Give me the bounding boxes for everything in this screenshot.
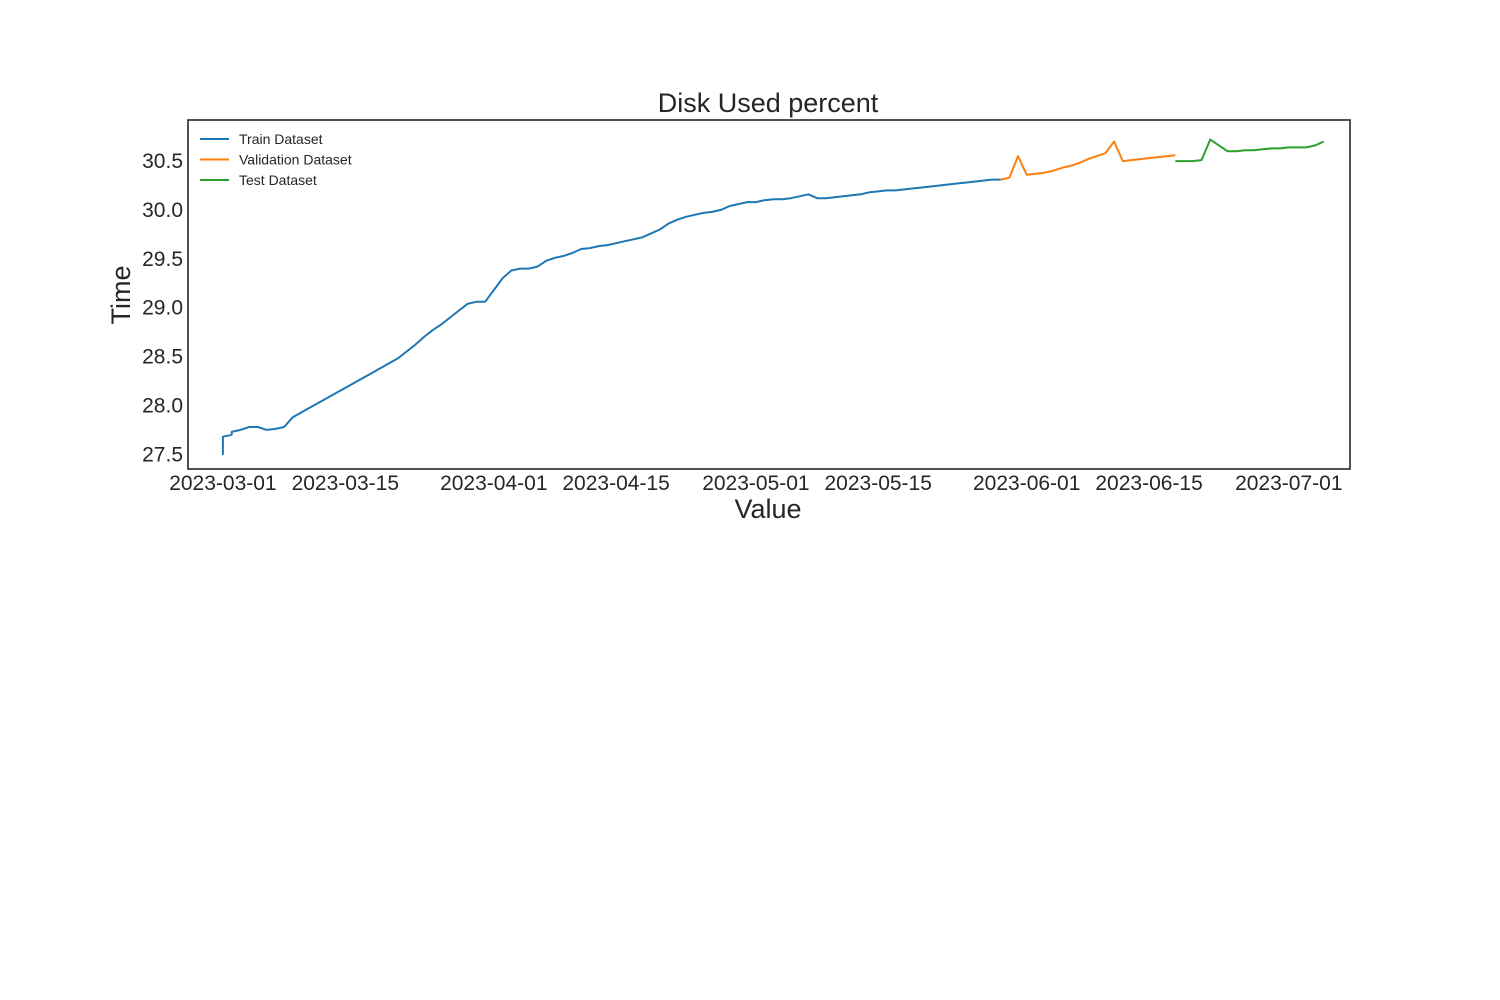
x-tick-label: 2023-03-15: [292, 472, 399, 495]
series-line-0: [221, 178, 1001, 456]
legend-label: Validation Dataset: [239, 152, 352, 168]
y-tick-label: 27.5: [142, 443, 183, 466]
series-line-2: [1175, 138, 1325, 163]
legend-label: Test Dataset: [239, 172, 317, 188]
series-line-1: [1000, 140, 1176, 181]
axis-ticks: 2023-03-01 2023-03-15 2023-04-01 2023-04-15…: [142, 150, 1342, 495]
legend-label: Train Dataset: [239, 131, 323, 147]
x-tick-label: 2023-03-01: [169, 472, 276, 495]
x-tick-label: 2023-06-01: [973, 472, 1080, 495]
x-tick-label: 2023-04-01: [440, 472, 547, 495]
y-tick-label: 30.0: [142, 199, 183, 222]
y-tick-label: 28.5: [142, 346, 183, 369]
plot-frame: [187, 119, 1351, 470]
x-tick-label: 2023-06-15: [1095, 472, 1202, 495]
legend-item: Train Dataset: [200, 131, 323, 147]
chart-title: Disk Used percent: [658, 88, 879, 118]
y-axis-title: Time: [106, 266, 136, 325]
legend-item: Validation Dataset: [200, 152, 352, 168]
x-axis-title: Value: [734, 494, 801, 524]
x-tick-label: 2023-07-01: [1235, 472, 1342, 495]
y-tick-label: 29.0: [142, 297, 183, 320]
legend-item: Test Dataset: [200, 172, 317, 188]
x-tick-label: 2023-05-01: [702, 472, 809, 495]
y-tick-label: 30.5: [142, 150, 183, 173]
y-tick-label: 29.5: [142, 248, 183, 271]
y-tick-label: 28.0: [142, 395, 183, 418]
series-lines: [221, 138, 1325, 456]
x-tick-label: 2023-05-15: [824, 472, 931, 495]
x-tick-label: 2023-04-15: [562, 472, 669, 495]
legend: Train Dataset Validation Dataset Test Data…: [200, 131, 352, 188]
